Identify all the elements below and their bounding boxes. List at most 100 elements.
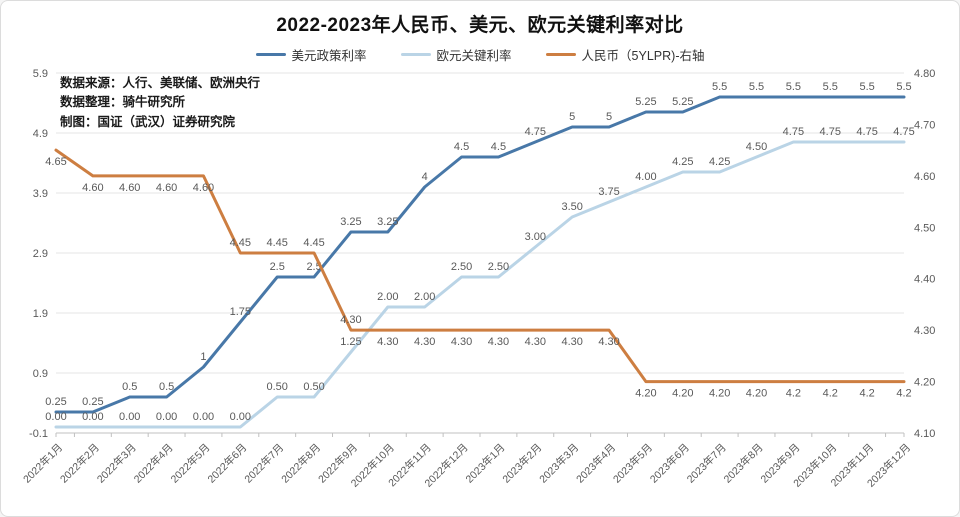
data-point-label: 0.25	[45, 396, 66, 408]
data-point-label: 0.00	[119, 411, 140, 423]
usd-line-swatch	[255, 53, 286, 56]
data-point-label: 2.50	[451, 261, 472, 273]
data-point-label: 4.30	[451, 336, 472, 348]
data-point-label: 4.25	[709, 156, 730, 168]
data-point-label: 4.30	[377, 336, 398, 348]
data-point-label: 4.2	[786, 388, 801, 400]
data-point-label: 4.30	[598, 336, 619, 348]
data-point-label: 4.30	[488, 336, 509, 348]
data-point-label: 0.00	[156, 411, 177, 423]
data-point-label: 1	[200, 351, 206, 363]
data-point-label: 4.30	[414, 336, 435, 348]
data-point-label: 4.60	[82, 182, 103, 194]
right-axis-tick-label: 4.20	[914, 377, 935, 389]
data-point-label: 3.75	[598, 186, 619, 198]
annotation-source: 数据来源：人行、美联储、欧洲央行	[60, 76, 261, 90]
data-point-label: 5	[606, 111, 612, 123]
data-point-label: 4.5	[491, 141, 506, 153]
right-axis-tick-label: 4.30	[914, 325, 935, 337]
right-axis-tick-label: 4.10	[914, 428, 935, 440]
data-point-label: 4.30	[561, 336, 582, 348]
data-point-label: 5.5	[749, 81, 764, 93]
left-axis-tick-label: -0.1	[29, 428, 48, 440]
left-axis-tick-label: 1.9	[33, 308, 48, 320]
left-axis-tick-label: 0.9	[33, 368, 48, 380]
right-axis-tick-label: 4.60	[914, 171, 935, 183]
left-axis-tick-label: 2.9	[33, 248, 48, 260]
data-point-label: 4.65	[45, 156, 66, 168]
right-axis-tick-label: 4.70	[914, 119, 935, 131]
data-point-label: 4.60	[193, 182, 214, 194]
left-axis-tick-label: 4.9	[33, 128, 48, 140]
legend-item-rmb: 人民币（5YLPR)-右轴	[545, 45, 705, 64]
data-point-label: 4.75	[820, 126, 841, 138]
rmb-line-swatch	[545, 53, 576, 56]
data-point-label: 4.2	[859, 388, 874, 400]
data-point-label: 4.45	[303, 237, 324, 249]
data-point-label: 4.00	[635, 171, 656, 183]
data-point-label: 4.75	[856, 126, 877, 138]
legend-label-rmb: 人民币（5YLPR)-右轴	[581, 49, 705, 63]
data-point-label: 3.00	[525, 231, 546, 243]
data-point-label: 2.50	[488, 261, 509, 273]
legend-item-usd: 美元政策利率	[255, 45, 367, 64]
annotation-block: 数据来源：人行、美联储、欧洲央行 数据整理：骑牛研究所 制图：国证（武汉）证券研…	[60, 74, 260, 132]
series-line	[54, 148, 906, 384]
data-point-label: 4.20	[746, 388, 767, 400]
chart-title: 2022-2023年人民币、美元、欧元关键利率对比	[276, 15, 684, 36]
data-point-label: 4.75	[525, 126, 546, 138]
series-line	[54, 140, 906, 429]
data-point-label: 3.25	[377, 216, 398, 228]
legend: 美元政策利率 欧元关键利率 人民币（5YLPR)-右轴	[1, 45, 959, 64]
data-point-label: 5	[569, 111, 575, 123]
series-line	[54, 95, 906, 414]
data-point-label: 5.5	[859, 81, 874, 93]
data-point-label: 5.5	[712, 81, 727, 93]
data-point-label: 3.50	[561, 201, 582, 213]
legend-item-eur: 欧元关键利率	[400, 45, 512, 64]
data-point-label: 4.30	[525, 336, 546, 348]
right-axis-tick-label: 4.80	[914, 68, 935, 80]
data-point-label: 4.45	[267, 237, 288, 249]
data-point-label: 0.5	[159, 381, 174, 393]
data-point-label: 5.25	[635, 96, 656, 108]
data-point-label: 5.25	[672, 96, 693, 108]
right-axis-tick-label: 4.50	[914, 222, 935, 234]
data-point-label: 0.00	[45, 411, 66, 423]
data-point-label: 5.5	[786, 81, 801, 93]
data-point-label: 0.00	[82, 411, 103, 423]
data-point-label: 4.5	[454, 141, 469, 153]
annotation-compiler: 数据整理：骑牛研究所	[60, 95, 186, 110]
data-point-label: 4.25	[672, 156, 693, 168]
legend-label-usd: 美元政策利率	[291, 49, 367, 63]
data-point-label: 1.25	[340, 336, 361, 348]
data-point-label: 4.45	[230, 237, 251, 249]
data-point-label: 4.75	[783, 126, 804, 138]
data-point-label: 5.5	[896, 81, 911, 93]
data-point-label: 2.00	[414, 291, 435, 303]
data-point-label: 5.5	[823, 81, 838, 93]
data-point-label: 4.60	[156, 182, 177, 194]
data-point-label: 4	[422, 171, 428, 183]
data-point-label: 4.60	[119, 182, 140, 194]
data-point-label: 0.00	[230, 411, 251, 423]
data-point-label: 0.25	[82, 396, 103, 408]
data-point-label: 0.50	[303, 381, 324, 393]
data-point-label: 4.20	[672, 388, 693, 400]
data-point-label: 3.25	[340, 216, 361, 228]
data-point-label: 4.2	[896, 388, 911, 400]
data-point-label: 4.20	[635, 388, 656, 400]
data-point-label: 4.30	[340, 314, 361, 326]
data-point-label: 4.20	[709, 388, 730, 400]
data-point-label: 0.00	[193, 411, 214, 423]
annotation-author: 制图：国证（武汉）证券研究院	[60, 114, 236, 129]
eur-line-swatch	[400, 53, 431, 56]
left-axis-tick-label: 3.9	[33, 188, 48, 200]
data-point-label: 4.75	[893, 126, 914, 138]
data-point-label: 4.2	[823, 388, 838, 400]
data-point-label: 0.5	[122, 381, 137, 393]
right-axis-tick-label: 4.40	[914, 274, 935, 286]
data-point-label: 1.75	[230, 306, 251, 318]
